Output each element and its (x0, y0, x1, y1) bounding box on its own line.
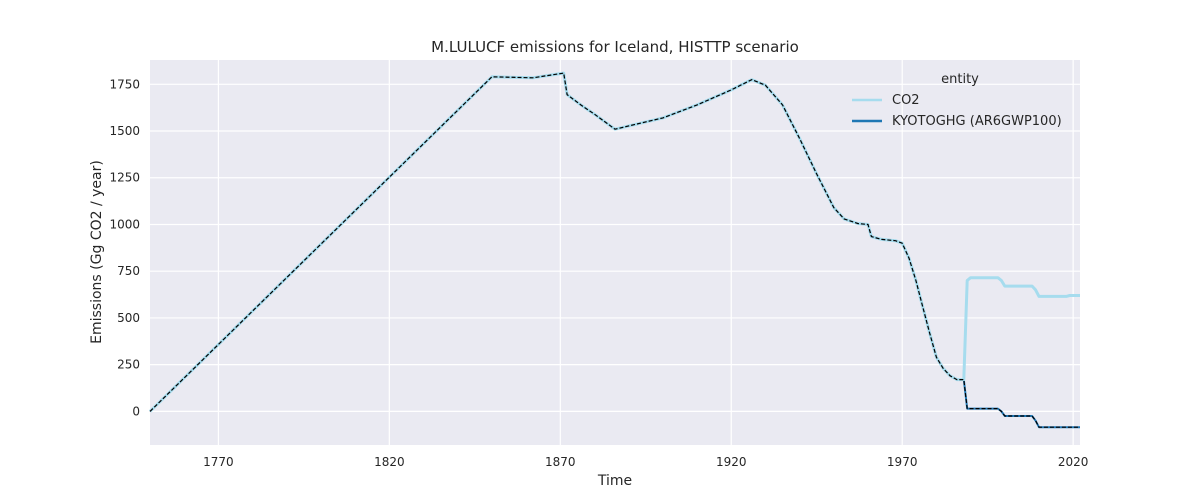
x-tick-label: 1870 (545, 455, 576, 469)
y-tick-label: 250 (117, 358, 140, 372)
series-line-kyotoghg-dashed (149, 72, 1080, 428)
x-tick-label: 1920 (716, 455, 747, 469)
x-tick-label: 2020 (1058, 455, 1089, 469)
y-tick-label: 500 (117, 311, 140, 325)
x-tick-label: 1970 (887, 455, 918, 469)
y-tick-label: 0 (132, 404, 140, 418)
grid-lines (150, 60, 1080, 445)
x-axis-label: Time (597, 473, 632, 489)
legend-label-kyotoghg: KYOTOGHG (AR6GWP100) (892, 114, 1062, 129)
y-axis-label: Emissions (Gg CO2 / year) (89, 160, 105, 344)
chart-title: M.LULUCF emissions for Iceland, HISTTP s… (431, 38, 799, 56)
series-layer (148, 71, 1080, 429)
legend-label-co2: CO2 (892, 93, 920, 108)
x-tick-label: 1770 (203, 455, 234, 469)
y-tick-label: 750 (117, 264, 140, 278)
legend: entity CO2 KYOTOGHG (AR6GWP100) (852, 72, 1062, 129)
x-tick-label: 1820 (374, 455, 405, 469)
y-tick-label: 1750 (109, 77, 140, 91)
tick-labels: 1770 1820 1870 1920 1970 2020 0 250 500 750 1000 12… (109, 77, 1088, 469)
y-tick-label: 1500 (109, 124, 140, 138)
y-tick-label: 1000 (109, 217, 140, 231)
legend-title: entity (941, 72, 979, 87)
plot-area (150, 60, 1080, 445)
y-tick-label: 1250 (109, 171, 140, 185)
